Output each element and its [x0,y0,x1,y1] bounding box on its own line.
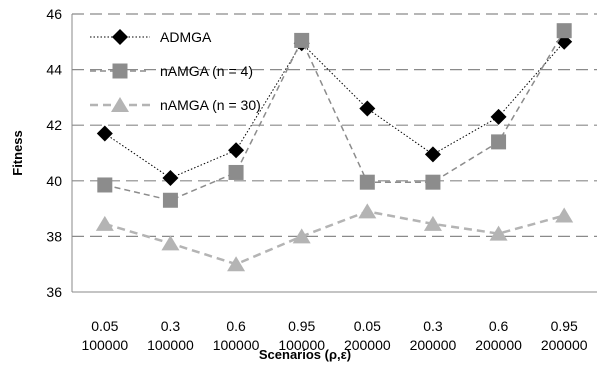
x-tick-label: 0.95 [551,318,578,334]
y-tick-label: 46 [46,6,62,22]
y-tick-label: 44 [46,62,62,78]
data-point [359,100,376,117]
y-tick-label: 42 [46,117,62,133]
series-2 [97,23,572,208]
data-point [489,225,508,241]
legend-marker [111,97,129,112]
legend-marker [112,29,128,45]
legend: ADMGA nAMGA (n = 4) nAMGA (n = 30) [90,29,261,113]
data-point [359,174,375,190]
legend-marker [112,63,128,79]
x-tick-label: 0.3 [423,318,443,334]
data-point [228,164,244,180]
x-tick-label: 200000 [344,337,391,353]
data-point [161,235,180,251]
x-tick-label: 200000 [541,337,588,353]
series-group [95,23,574,272]
x-tick-label: 100000 [213,337,260,353]
data-point [491,134,507,150]
y-axis-title: Fitness [10,130,25,176]
data-point [228,142,245,159]
x-tick-label: 0.6 [226,318,246,334]
data-point [556,23,572,39]
data-point [425,174,441,190]
x-tick-label: 100000 [81,337,128,353]
x-tick-labels: 0.05 100000 0.3 100000 0.6 100000 0.95 100000 0.… [81,318,587,353]
legend-label: nAMGA (n = 4) [160,63,253,79]
data-point [294,32,310,48]
x-tick-label: 100000 [147,337,194,353]
series-line [104,30,565,202]
x-tick-label: 200000 [410,337,457,353]
data-point [555,207,574,223]
data-point [490,108,507,125]
y-tick-label: 40 [46,173,62,189]
data-point [97,177,113,193]
data-point [95,215,114,231]
y-tick-labels: 36 38 40 42 44 46 [46,6,62,300]
x-tick-label: 0.6 [489,318,509,334]
x-tick-label: 100000 [278,337,325,353]
legend-label: ADMGA [160,29,212,45]
data-point [423,215,442,231]
y-tick-label: 36 [46,284,62,300]
data-point [227,256,246,272]
x-tick-label: 0.95 [288,318,315,334]
data-point [424,146,441,163]
data-point [96,125,113,142]
x-tick-label: 0.3 [161,318,181,334]
series-line [104,210,565,266]
y-tick-label: 38 [46,228,62,244]
x-tick-label: 200000 [475,337,522,353]
data-point [292,228,311,244]
series-line [104,41,565,179]
data-point [162,192,178,208]
data-point [358,203,377,219]
gridlines [72,13,597,237]
series-3 [95,203,574,272]
x-tick-label: 0.05 [354,318,381,334]
data-point [162,170,179,187]
x-axis-title: Scenarios (ρ,ε) [259,347,351,362]
x-tick-label: 0.05 [91,318,118,334]
legend-label: nAMGA (n = 30) [160,97,261,113]
